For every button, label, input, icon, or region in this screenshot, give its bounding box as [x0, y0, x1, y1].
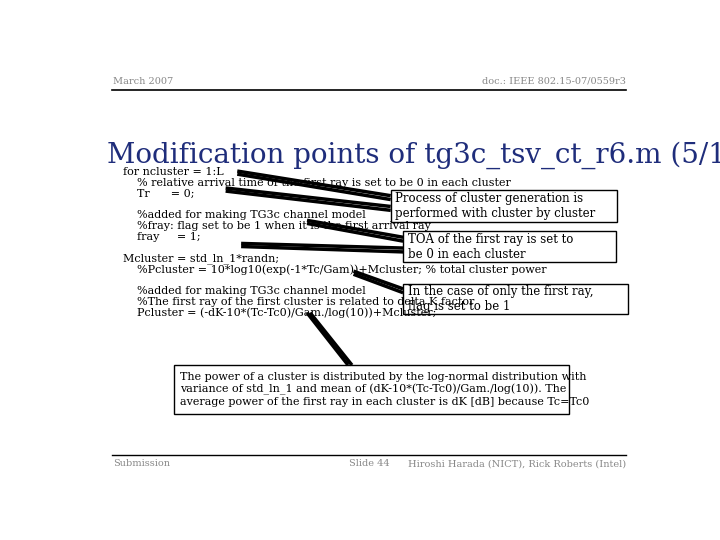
Text: The power of a cluster is distributed by the log-normal distribution with
varian: The power of a cluster is distributed by… [180, 373, 589, 407]
Text: Mcluster = std_ln_1*randn;: Mcluster = std_ln_1*randn; [122, 253, 279, 264]
Text: Submission: Submission [113, 459, 170, 468]
Text: for ncluster = 1:L: for ncluster = 1:L [122, 167, 223, 177]
Text: Pcluster = (-dK-10*(Tc-Tc0)/Gam./log(10))+Mcluster;: Pcluster = (-dK-10*(Tc-Tc0)/Gam./log(10)… [122, 307, 436, 318]
Text: fray     = 1;: fray = 1; [122, 232, 200, 242]
Text: %added for making TG3c channel model: %added for making TG3c channel model [122, 286, 365, 296]
FancyBboxPatch shape [403, 284, 628, 314]
FancyBboxPatch shape [391, 190, 617, 222]
Text: March 2007: March 2007 [113, 77, 174, 85]
Text: doc.: IEEE 802.15-07/0559r3: doc.: IEEE 802.15-07/0559r3 [482, 77, 626, 85]
Text: %Pcluster = 10*log10(exp(-1*Tc/Gam))+Mcluster; % total cluster power: %Pcluster = 10*log10(exp(-1*Tc/Gam))+Mcl… [122, 264, 546, 275]
FancyBboxPatch shape [174, 365, 569, 414]
Text: Modification points of tg3c_tsv_ct_r6.m (5/11): Modification points of tg3c_tsv_ct_r6.m … [107, 142, 720, 170]
Text: %The first ray of the first cluster is related to delta K factor: %The first ray of the first cluster is r… [122, 296, 474, 307]
Text: %fray: flag set to be 1 when it is the first arrival ray: %fray: flag set to be 1 when it is the f… [122, 221, 431, 231]
Text: In the case of only the first ray,
flag is set to be 1: In the case of only the first ray, flag … [408, 285, 593, 313]
Text: % relative arrival time of the first ray is set to be 0 in each cluster: % relative arrival time of the first ray… [122, 178, 510, 188]
Text: Tr      = 0;: Tr = 0; [122, 189, 194, 199]
Text: TOA of the first ray is set to
be 0 in each cluster: TOA of the first ray is set to be 0 in e… [408, 233, 573, 260]
Text: Slide 44: Slide 44 [348, 459, 390, 468]
Text: Hiroshi Harada (NICT), Rick Roberts (Intel): Hiroshi Harada (NICT), Rick Roberts (Int… [408, 459, 626, 468]
Text: Process of cluster generation is
performed with cluster by cluster: Process of cluster generation is perform… [395, 192, 595, 220]
FancyBboxPatch shape [403, 231, 616, 262]
Text: %added for making TG3c channel model: %added for making TG3c channel model [122, 211, 365, 220]
